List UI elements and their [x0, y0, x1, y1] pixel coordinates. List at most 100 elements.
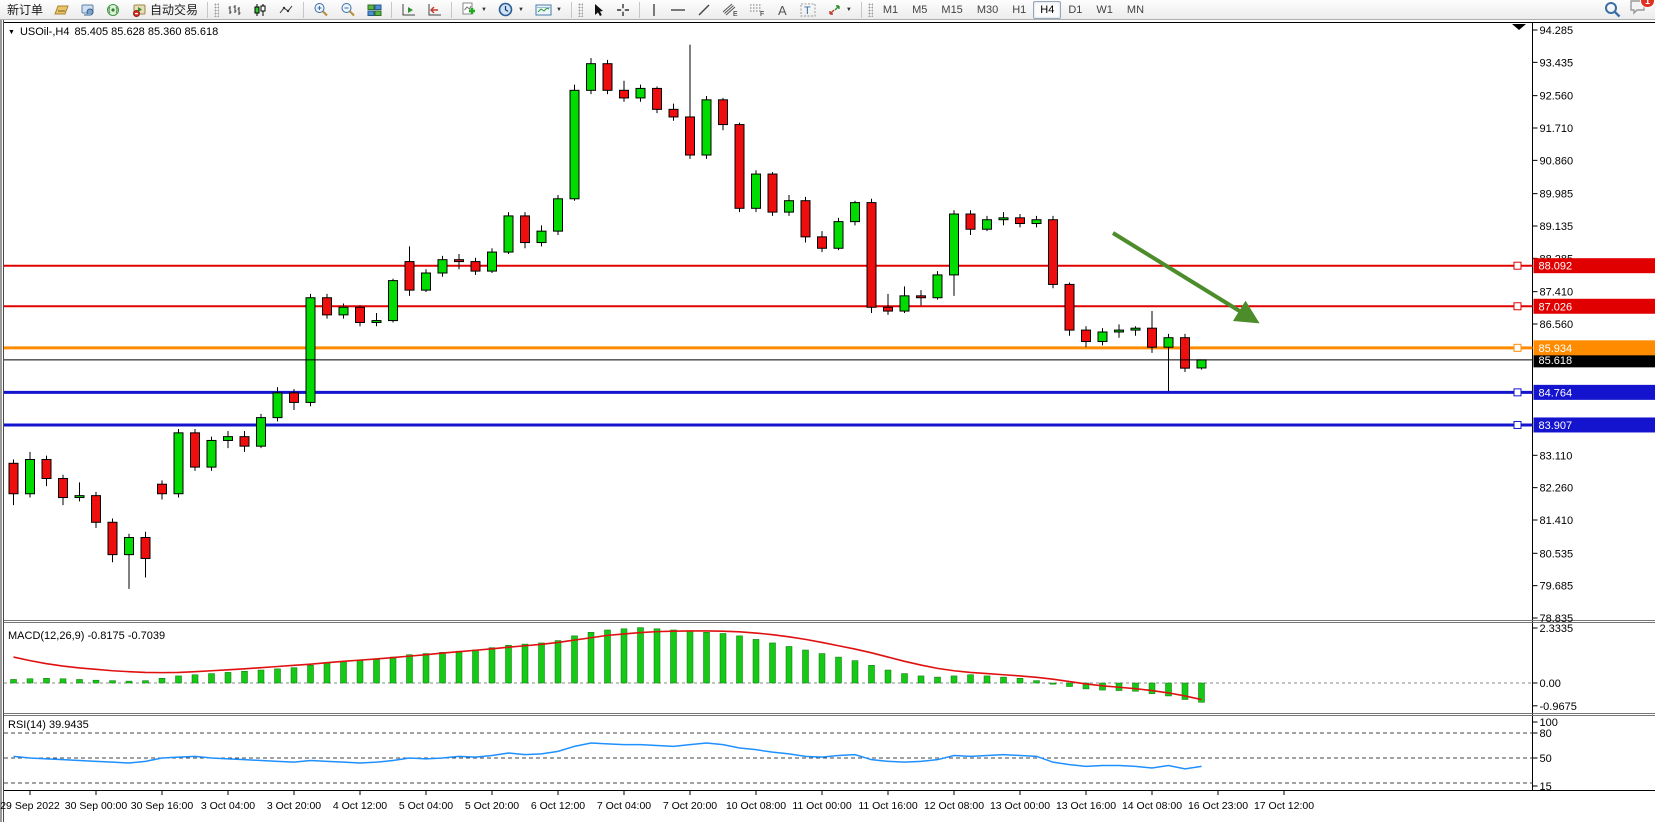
- macd-histogram-bar: [917, 675, 925, 684]
- timeframe-button-M5[interactable]: M5: [912, 3, 928, 16]
- macd-histogram-bar: [686, 630, 694, 684]
- macd-histogram-bar: [967, 674, 974, 684]
- candlestick-button[interactable]: [248, 0, 273, 20]
- price-axis-label: 78.835: [1540, 613, 1574, 625]
- gold-chart-icon: [54, 3, 69, 17]
- line-handle[interactable]: [1513, 343, 1522, 352]
- macd-histogram-bar: [1198, 682, 1205, 703]
- cursor-button[interactable]: [586, 0, 610, 20]
- new-order-label: 新订单: [7, 3, 44, 17]
- timeframe-button-M15[interactable]: M15: [941, 3, 963, 16]
- autotrade-button[interactable]: 自动交易: [127, 0, 203, 20]
- periods-button[interactable]: ▼: [493, 0, 529, 20]
- candle-body: [586, 63, 596, 91]
- trend-arrow-annotation[interactable]: [1111, 231, 1260, 324]
- auto-scroll-button[interactable]: [396, 0, 421, 20]
- macd-histogram-bar: [1033, 680, 1040, 684]
- macd-histogram-bar: [1132, 682, 1139, 692]
- timeframe-toolbar: M1 M5 M15 M30 H1 H4 D1 W1 MN: [876, 0, 1151, 19]
- price-chart-svg[interactable]: 94.285 93.435 92.560 91.710 90.860 89.985 89.1…: [0, 20, 1655, 822]
- timeframe-button-M1[interactable]: M1: [882, 3, 899, 16]
- candle-body: [173, 432, 184, 495]
- macd-histogram-bar: [274, 668, 281, 684]
- timeframe-button-W1[interactable]: W1: [1096, 3, 1113, 16]
- chart-shift-button[interactable]: [422, 0, 447, 20]
- symbol-period-label: USOil-,H4: [19, 26, 70, 38]
- trendline-icon: [697, 3, 711, 17]
- macd-histogram-bar: [208, 673, 215, 684]
- channel-button[interactable]: E: [717, 0, 743, 20]
- tile-windows-button[interactable]: [362, 0, 387, 20]
- time-axis-label: 11 Oct 16:00: [858, 800, 918, 812]
- horizontal-line-icon: [670, 3, 686, 17]
- time-axis-label: 29 Sep 2022: [0, 800, 60, 812]
- signal-button[interactable]: [101, 0, 126, 20]
- navigator-button[interactable]: [75, 0, 100, 20]
- line-chart-button[interactable]: [274, 0, 299, 20]
- candle-body: [751, 173, 761, 209]
- arrows-icon: [827, 3, 842, 17]
- candle-body: [338, 306, 349, 316]
- crosshair-button[interactable]: [611, 0, 635, 20]
- vertical-line-button[interactable]: [644, 0, 664, 20]
- zoom-out-button[interactable]: [335, 0, 361, 20]
- fibonacci-button[interactable]: F: [744, 0, 770, 20]
- macd-histogram-bar: [26, 678, 34, 684]
- time-axis-label: 16 Oct 23:00: [1188, 800, 1248, 812]
- svg-text:E: E: [733, 11, 738, 17]
- macd-axis-label: -0.9675: [1540, 701, 1577, 713]
- zoom-in-button[interactable]: [308, 0, 334, 20]
- notifications-button[interactable]: 1: [1629, 0, 1655, 20]
- price-axis-label: 82.260: [1540, 483, 1574, 495]
- candlestick-icon: [253, 3, 268, 17]
- text-label-icon: T: [800, 3, 816, 17]
- macd-axis-label: 2.3335: [1540, 623, 1574, 635]
- toolbar-grip[interactable]: [867, 2, 873, 17]
- price-axis-label: 94.285: [1540, 25, 1574, 37]
- toolbar-grip[interactable]: [214, 2, 220, 17]
- text-label-button[interactable]: T: [795, 0, 821, 20]
- time-axis-label: 7 Oct 20:00: [663, 800, 717, 812]
- ohlc-values: 85.405 85.628 85.360 85.618: [74, 26, 219, 38]
- macd-histogram-bar: [950, 675, 958, 684]
- timeframe-button-M30[interactable]: M30: [976, 3, 999, 16]
- timeframe-button-H4[interactable]: H4: [1033, 0, 1062, 19]
- candle-body: [916, 295, 926, 299]
- timeframe-button-H1[interactable]: H1: [1012, 3, 1027, 16]
- line-handle[interactable]: [1513, 302, 1522, 311]
- candle-body: [817, 236, 827, 249]
- timeframe-button-MN[interactable]: MN: [1126, 3, 1145, 16]
- search-icon[interactable]: [1604, 1, 1621, 18]
- new-order-button[interactable]: 新订单: [2, 0, 48, 20]
- toolbar-grip[interactable]: [577, 2, 583, 17]
- candle-body: [355, 306, 365, 323]
- macd-histogram-bar: [142, 680, 149, 684]
- macd-histogram-bar: [455, 650, 463, 684]
- macd-histogram-bar: [983, 675, 991, 684]
- text-button[interactable]: A: [771, 0, 794, 20]
- candle-body: [371, 320, 382, 323]
- macd-histogram-bar: [472, 649, 479, 684]
- chart-menu-caret-icon[interactable]: ▼: [8, 28, 15, 36]
- templates-button[interactable]: ▼: [530, 0, 567, 20]
- candle-body: [982, 219, 992, 230]
- indicators-button[interactable]: ▼: [456, 0, 492, 20]
- macd-histogram-bar: [1165, 682, 1172, 697]
- cursor-icon: [591, 3, 605, 17]
- timeframe-button-D1[interactable]: D1: [1068, 3, 1083, 16]
- bar-chart-button[interactable]: [222, 0, 247, 20]
- macd-indicator-label: MACD(12,26,9) -0.8175 -0.7039: [8, 630, 166, 642]
- line-handle[interactable]: [1513, 388, 1522, 397]
- trendline-button[interactable]: [692, 0, 716, 20]
- chart-window-button[interactable]: [49, 0, 74, 20]
- line-handle[interactable]: [1513, 420, 1522, 429]
- candle-body: [289, 392, 299, 403]
- chart-shift-icon: [427, 3, 442, 17]
- horizontal-line-button[interactable]: [665, 0, 691, 20]
- macd-histogram-bar: [373, 659, 380, 684]
- candle-body: [767, 173, 778, 213]
- chart-shift-marker-icon[interactable]: [1512, 24, 1526, 30]
- arrows-button[interactable]: ▼: [822, 0, 857, 20]
- line-handle[interactable]: [1513, 261, 1522, 270]
- macd-histogram-bar: [670, 629, 677, 684]
